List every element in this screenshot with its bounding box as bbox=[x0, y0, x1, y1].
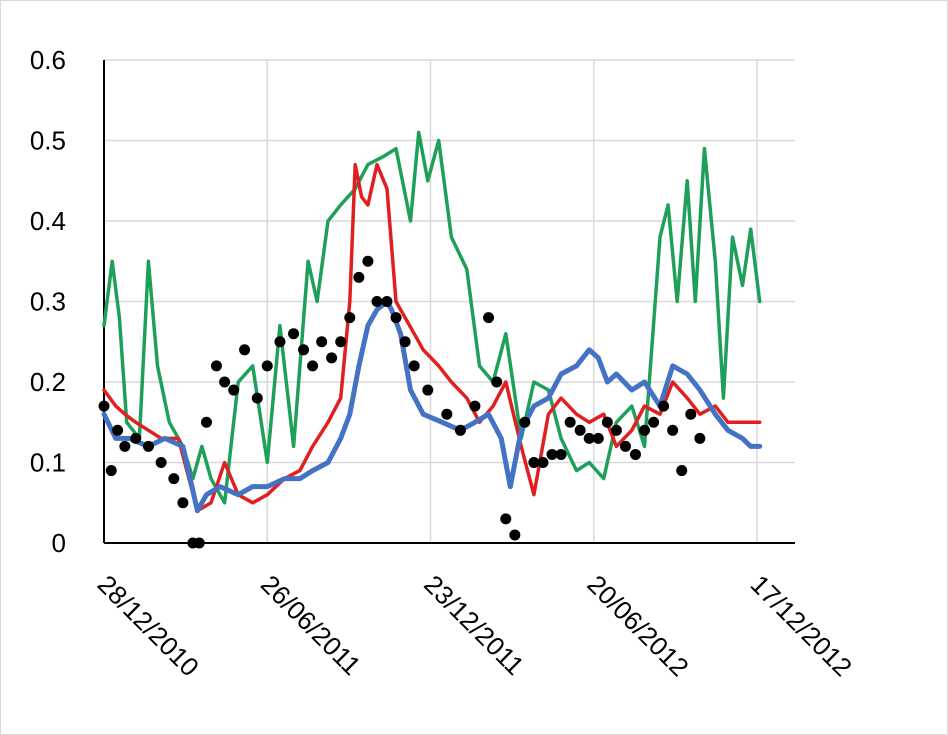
data-point bbox=[519, 416, 531, 428]
x-axis-tick-labels: 28/12/2010 26/06/2011 23/12/2011 20/06/2012… bbox=[92, 569, 858, 682]
y-tick-label: 0.5 bbox=[30, 126, 66, 156]
data-point bbox=[381, 296, 393, 307]
x-tick-label: 20/06/2012 bbox=[582, 569, 695, 682]
data-point bbox=[155, 457, 167, 468]
data-point bbox=[408, 360, 420, 372]
x-tick-label: 26/06/2011 bbox=[255, 569, 367, 681]
data-point bbox=[555, 448, 567, 460]
data-point bbox=[326, 352, 338, 364]
data-point bbox=[491, 376, 503, 388]
series-line bbox=[101, 299, 763, 514]
data-point bbox=[353, 271, 365, 283]
data-point bbox=[344, 312, 356, 324]
series-group bbox=[98, 130, 763, 549]
data-point bbox=[168, 473, 180, 485]
data-point bbox=[441, 408, 453, 420]
data-point bbox=[619, 440, 631, 452]
data-point bbox=[112, 424, 124, 436]
series-markers bbox=[98, 255, 706, 549]
y-axis-tick-labels: 0 0.1 0.2 0.3 0.4 0.5 0.6 bbox=[30, 45, 66, 558]
data-point bbox=[546, 448, 558, 460]
data-point bbox=[676, 465, 688, 477]
data-point bbox=[685, 408, 697, 420]
data-point bbox=[193, 537, 205, 549]
data-point bbox=[239, 344, 251, 356]
data-point bbox=[130, 432, 142, 444]
data-point bbox=[288, 328, 300, 340]
data-point bbox=[483, 312, 495, 324]
data-point bbox=[98, 400, 110, 412]
data-point bbox=[694, 432, 706, 444]
data-point bbox=[574, 424, 586, 436]
y-tick-label: 0 bbox=[52, 528, 66, 558]
data-point bbox=[119, 440, 131, 452]
data-point bbox=[639, 424, 651, 436]
data-point bbox=[583, 432, 595, 444]
data-point bbox=[648, 416, 660, 428]
data-point bbox=[362, 255, 374, 267]
data-point bbox=[219, 376, 231, 388]
y-tick-label: 0.2 bbox=[30, 367, 66, 397]
data-point bbox=[469, 400, 481, 412]
data-point bbox=[105, 465, 117, 477]
data-point bbox=[390, 312, 402, 324]
data-point bbox=[509, 529, 521, 541]
data-point bbox=[528, 457, 540, 468]
series-line bbox=[102, 162, 762, 513]
data-point bbox=[298, 344, 310, 356]
data-point bbox=[335, 336, 347, 348]
data-point bbox=[601, 416, 613, 428]
data-point bbox=[261, 360, 273, 372]
data-point bbox=[610, 424, 622, 436]
data-point bbox=[274, 336, 286, 348]
data-point bbox=[399, 336, 411, 348]
y-tick-label: 0.6 bbox=[30, 45, 66, 75]
data-point bbox=[316, 336, 328, 348]
data-point bbox=[210, 360, 222, 372]
data-point bbox=[177, 497, 189, 509]
data-point bbox=[454, 424, 466, 436]
series-line bbox=[102, 130, 762, 505]
data-point bbox=[537, 457, 549, 468]
data-point bbox=[629, 448, 641, 460]
y-tick-label: 0.4 bbox=[30, 206, 66, 236]
data-point bbox=[500, 513, 512, 525]
data-point bbox=[371, 296, 383, 307]
x-tick-label: 23/12/2011 bbox=[418, 569, 530, 681]
data-point bbox=[592, 432, 604, 444]
data-point bbox=[200, 416, 212, 428]
data-point bbox=[307, 360, 319, 372]
y-tick-label: 0.1 bbox=[30, 448, 66, 478]
x-tick-label: 17/12/2012 bbox=[745, 569, 858, 682]
x-tick-label: 28/12/2010 bbox=[92, 569, 205, 682]
data-point bbox=[564, 416, 576, 428]
data-point bbox=[228, 384, 240, 396]
axes bbox=[103, 60, 795, 544]
y-tick-label: 0.3 bbox=[30, 287, 66, 317]
data-point bbox=[142, 440, 154, 452]
data-point bbox=[658, 400, 670, 412]
data-point bbox=[422, 384, 434, 396]
data-point bbox=[251, 392, 263, 404]
data-point bbox=[667, 424, 679, 436]
